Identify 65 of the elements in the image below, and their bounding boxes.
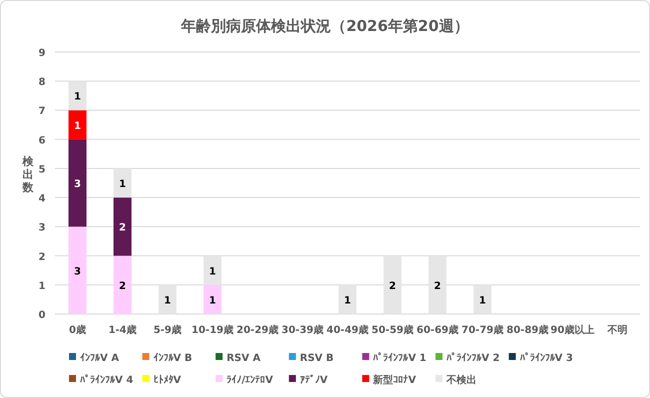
data-label: 3 — [74, 266, 82, 278]
legend-label: 不検出 — [446, 374, 476, 386]
y-tick-label: 9 — [38, 48, 46, 59]
x-tick-label: 80-89歳 — [506, 324, 548, 336]
legend-label: ﾋﾄﾒﾀV — [153, 374, 182, 386]
y-tick-label: 7 — [38, 106, 46, 118]
bar — [474, 284, 492, 314]
x-tick-label: 10-19歳 — [192, 324, 234, 336]
legend-label: ﾊﾟﾗｲﾝﾌﾙV 4 — [80, 374, 134, 386]
x-tick-label: 90歳以上 — [550, 324, 594, 336]
legend-label: ﾊﾟﾗｲﾝﾌﾙV 2 — [446, 352, 500, 364]
x-tick-label: 60-69歳 — [416, 324, 458, 336]
legend-label: ﾊﾟﾗｲﾝﾌﾙV 1 — [373, 352, 426, 364]
bar — [68, 226, 86, 314]
legend-label: ｲﾝﾌﾙV A — [80, 352, 120, 364]
x-tick-label: 70-79歳 — [462, 324, 504, 336]
data-label: 2 — [389, 280, 396, 292]
bar — [114, 168, 132, 198]
x-tick-label: 40-49歳 — [326, 324, 368, 336]
data-label: 2 — [119, 280, 126, 292]
bar — [204, 284, 222, 314]
y-tick-label: 6 — [38, 135, 46, 146]
data-label: 1 — [209, 266, 216, 278]
bar — [158, 284, 176, 314]
x-tick-label: 不明 — [606, 324, 628, 336]
legend-label: RSV B — [300, 353, 334, 364]
x-tick-label: 50-59歳 — [372, 324, 414, 336]
y-tick-label: 4 — [38, 194, 46, 205]
data-label: 1 — [479, 295, 486, 306]
y-tick-label: 3 — [38, 222, 46, 234]
bar — [114, 198, 132, 256]
data-label: 2 — [434, 280, 442, 292]
data-label: 3 — [74, 179, 82, 190]
legend-label: ｱﾃﾞﾉV — [300, 374, 328, 386]
legend-label: ｲﾝﾌﾙV B — [153, 352, 192, 364]
y-tick-label: 8 — [38, 77, 46, 88]
legend-label: 新型ｺﾛﾅV — [372, 374, 416, 386]
y-axis-title: 検出数 — [22, 155, 34, 194]
data-label: 1 — [74, 92, 82, 103]
y-tick-label: 5 — [38, 164, 46, 176]
legend-label: ﾊﾟﾗｲﾝﾌﾙV 3 — [520, 352, 574, 364]
bar — [68, 81, 86, 110]
y-tick-label: 1 — [38, 280, 46, 292]
bar — [68, 139, 86, 227]
legend-label: RSV A — [226, 353, 261, 364]
data-label: 1 — [164, 295, 172, 306]
bar — [338, 284, 356, 314]
bar — [428, 256, 446, 314]
legend-label: ﾗｲﾉ/ｴﾝﾃﾛV — [226, 374, 274, 386]
data-label: 2 — [119, 222, 126, 234]
bar — [114, 256, 132, 314]
y-tick-label: 2 — [38, 252, 46, 263]
data-label: 1 — [344, 295, 352, 306]
x-tick-label: 1-4歳 — [108, 324, 137, 336]
x-tick-label: 20-29歳 — [236, 324, 278, 336]
chart-title: 年齢別病原体検出状況（2026年第20週） — [180, 17, 469, 35]
bar — [204, 256, 222, 285]
y-tick-label: 0 — [38, 310, 46, 321]
bar — [384, 256, 402, 314]
data-label: 1 — [119, 179, 126, 190]
data-label: 1 — [209, 295, 216, 306]
x-tick-label: 5-9歳 — [153, 324, 182, 336]
data-label: 1 — [74, 120, 82, 132]
x-tick-label: 30-39歳 — [282, 324, 324, 336]
x-tick-label: 0歳 — [69, 324, 86, 336]
